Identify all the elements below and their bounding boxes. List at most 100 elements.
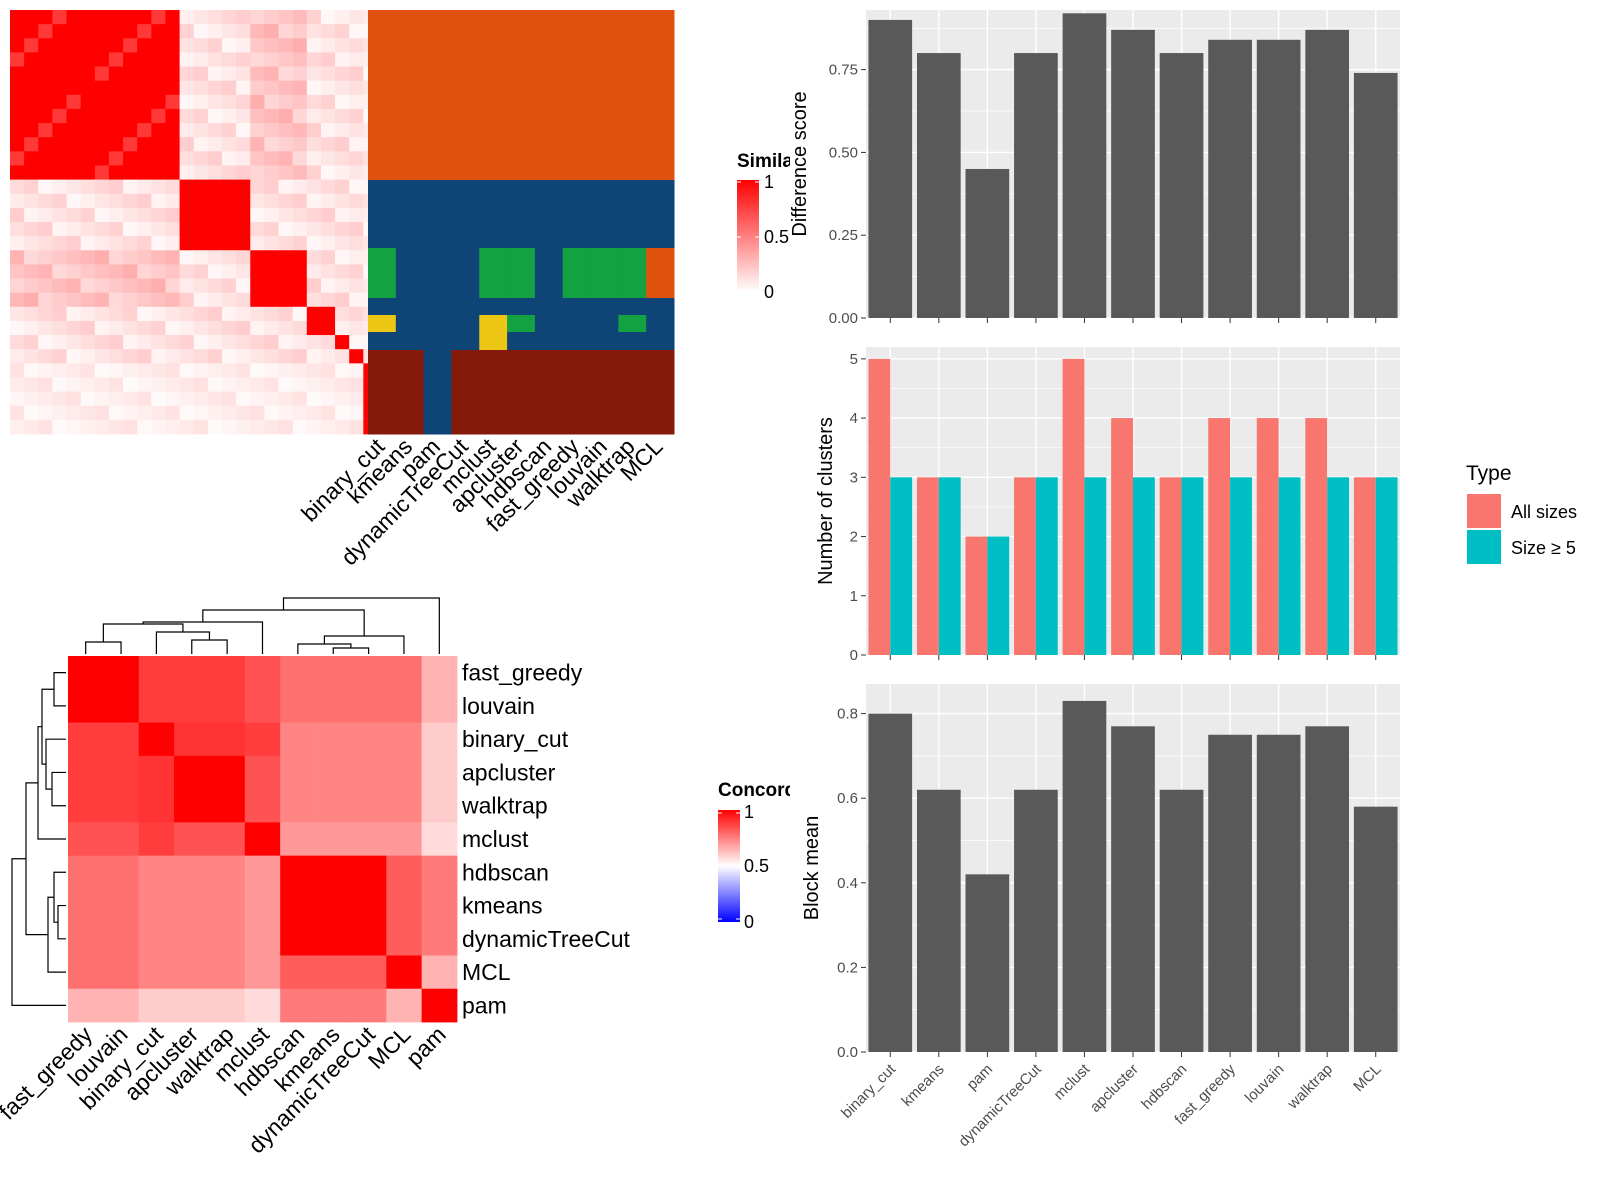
similarity-cell bbox=[207, 264, 223, 279]
similarity-cell bbox=[335, 335, 350, 350]
similarity-cell bbox=[10, 66, 25, 82]
similarity-cell bbox=[320, 193, 336, 209]
type-legend-title: Type bbox=[1466, 462, 1512, 485]
similarity-cell bbox=[335, 419, 350, 435]
annotation-cell bbox=[618, 350, 647, 435]
similarity-cell bbox=[179, 363, 195, 378]
annotation-cell bbox=[507, 332, 536, 351]
similarity-cell bbox=[123, 335, 138, 350]
annotation-cell bbox=[534, 180, 564, 249]
concordance-cell bbox=[174, 888, 210, 923]
similarity-cell bbox=[94, 52, 110, 67]
similarity-cell bbox=[207, 151, 223, 166]
similarity-cell bbox=[137, 179, 152, 195]
bar bbox=[1305, 726, 1350, 1052]
similarity-cell bbox=[66, 179, 82, 195]
y-tick-label: 0.00 bbox=[829, 310, 858, 327]
similarity-cell bbox=[165, 278, 180, 294]
annotation-cell bbox=[451, 10, 480, 181]
similarity-cell bbox=[165, 10, 180, 25]
similarity-cell bbox=[123, 24, 138, 39]
similarity-cell bbox=[165, 377, 180, 392]
annotation-cell bbox=[423, 298, 452, 316]
similarity-cell bbox=[292, 405, 308, 421]
similarity-cell bbox=[264, 278, 279, 294]
annotation-cell bbox=[451, 350, 480, 435]
similarity-cell bbox=[349, 264, 364, 279]
similarity-cell bbox=[10, 10, 25, 25]
similarity-cell bbox=[66, 292, 82, 308]
similarity-cell bbox=[250, 137, 265, 152]
similarity-cell bbox=[250, 363, 265, 378]
similarity-cell bbox=[264, 94, 279, 110]
annotation-cell bbox=[507, 10, 536, 181]
similarity-cell bbox=[222, 250, 237, 265]
similarity-cell bbox=[292, 94, 308, 110]
similarity-cell bbox=[151, 108, 166, 124]
similarity-cell bbox=[335, 94, 350, 110]
similarity-cell bbox=[193, 10, 209, 25]
similarity-cell bbox=[123, 292, 138, 308]
similarity-cell bbox=[193, 179, 209, 195]
similarity-cell bbox=[250, 24, 265, 39]
similarity-cell bbox=[222, 66, 237, 82]
annotation-cell bbox=[451, 315, 480, 333]
similarity-cell bbox=[66, 335, 82, 350]
annotation-cell bbox=[451, 248, 480, 299]
similarity-cell bbox=[123, 405, 138, 421]
similarity-cell bbox=[349, 151, 364, 166]
similarity-cell bbox=[292, 24, 308, 39]
similarity-cell bbox=[38, 38, 53, 53]
similarity-cell bbox=[80, 222, 96, 237]
similarity-cell bbox=[278, 193, 294, 209]
similarity-cell bbox=[306, 363, 322, 378]
bar-all-sizes bbox=[1111, 418, 1133, 655]
similarity-cell bbox=[52, 66, 67, 82]
similarity-legend: Similarity 1 0.5 0 bbox=[737, 151, 790, 302]
similarity-cell bbox=[335, 179, 350, 195]
similarity-cell bbox=[66, 222, 82, 237]
similarity-cell bbox=[10, 320, 25, 336]
bar-all-sizes bbox=[1256, 418, 1279, 655]
similarity-cell bbox=[80, 363, 96, 378]
similarity-cell bbox=[24, 38, 39, 53]
annotation-cell bbox=[368, 315, 397, 333]
concordance-cell bbox=[315, 689, 352, 723]
concordance-cell bbox=[350, 955, 387, 990]
y-axis-title: Number of clusters bbox=[815, 417, 837, 585]
similarity-cell bbox=[10, 137, 25, 152]
similarity-cell bbox=[179, 377, 195, 392]
similarity-cell bbox=[108, 222, 124, 237]
similarity-cell bbox=[137, 363, 152, 378]
similarity-cell bbox=[179, 52, 195, 67]
similarity-cell bbox=[137, 264, 152, 279]
similarity-cell bbox=[80, 165, 96, 180]
concordance-cell bbox=[68, 888, 104, 923]
similarity-cell bbox=[151, 419, 166, 435]
annotation-cell bbox=[534, 332, 564, 351]
similarity-cell bbox=[222, 335, 237, 350]
similarity-cell bbox=[80, 419, 96, 435]
similarity-cell bbox=[165, 66, 180, 82]
similarity-cell bbox=[335, 405, 350, 421]
annotation-cell bbox=[368, 332, 397, 351]
similarity-cell bbox=[306, 24, 322, 39]
similarity-cell bbox=[52, 38, 67, 53]
concordance-heatmap bbox=[68, 656, 458, 1023]
x-tick-label: walktrap bbox=[1284, 1061, 1336, 1113]
similarity-cell bbox=[222, 108, 237, 124]
similarity-cell bbox=[222, 38, 237, 53]
bar-size-ge5 bbox=[1375, 477, 1398, 655]
similarity-cell bbox=[278, 108, 294, 124]
similarity-cell bbox=[320, 250, 336, 265]
concordance-cell bbox=[68, 656, 104, 690]
similarity-cell bbox=[24, 193, 39, 209]
similarity-cell bbox=[137, 151, 152, 166]
similarity-cell bbox=[207, 349, 223, 364]
similarity-cell bbox=[137, 165, 152, 180]
concordance-cell bbox=[103, 822, 140, 857]
concordance-cell bbox=[315, 988, 352, 1023]
bar-size-ge5 bbox=[1133, 477, 1155, 655]
similarity-cell bbox=[38, 179, 53, 195]
similarity-cell bbox=[306, 405, 322, 421]
